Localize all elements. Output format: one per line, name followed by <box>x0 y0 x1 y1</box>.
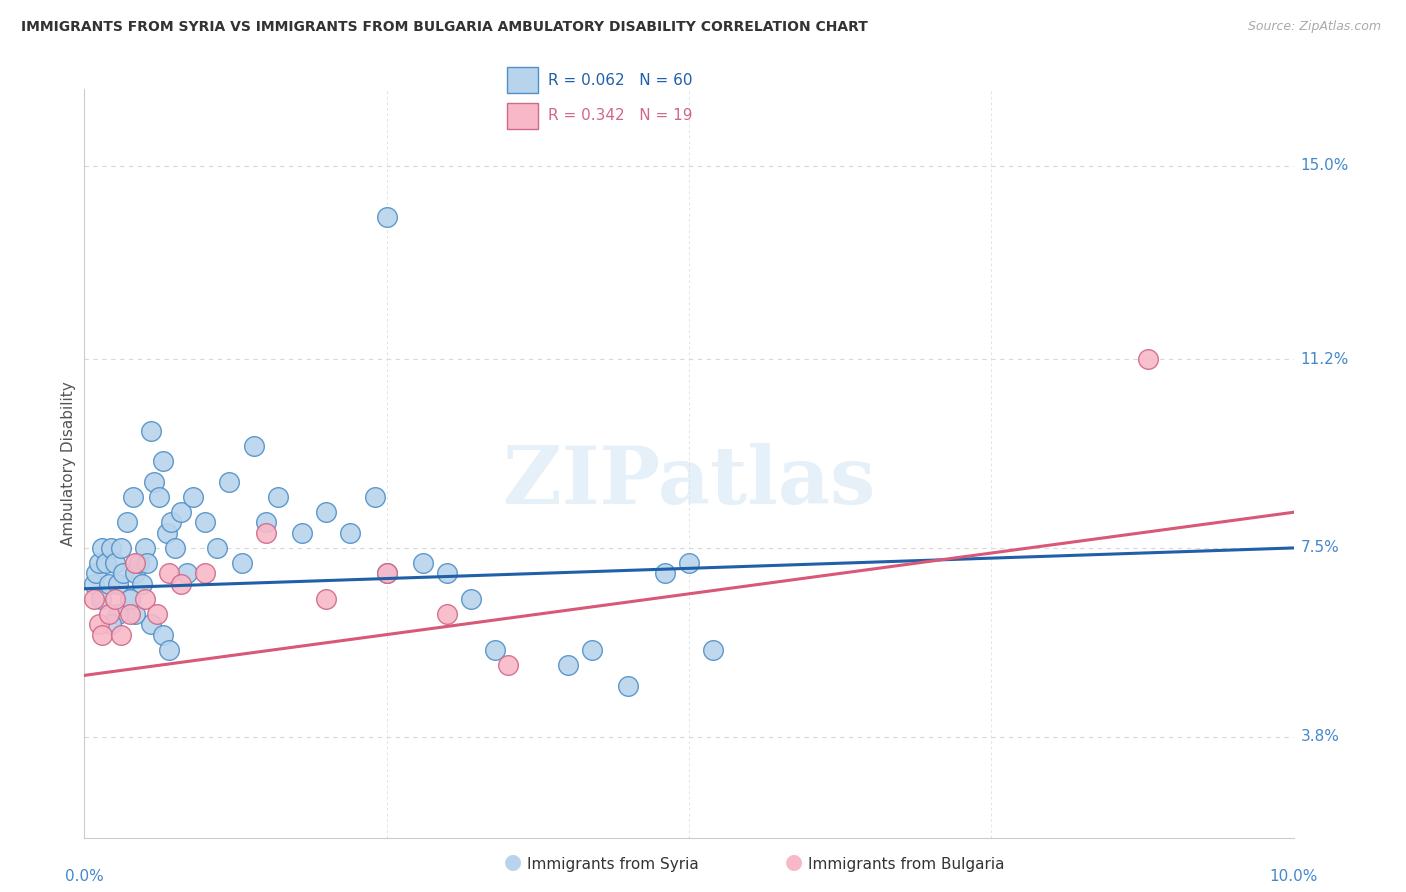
Point <box>110 541 132 555</box>
Point <box>91 541 114 555</box>
Point <box>1137 352 1160 367</box>
Point <box>87 617 110 632</box>
Point <box>146 607 169 622</box>
Point <box>339 525 361 540</box>
Point <box>375 210 398 224</box>
Point <box>100 541 122 555</box>
Point <box>363 490 385 504</box>
Point <box>128 556 150 570</box>
Point <box>702 643 724 657</box>
Point <box>120 591 142 606</box>
Point <box>581 643 603 657</box>
Point <box>267 490 290 504</box>
Point <box>124 607 146 622</box>
Y-axis label: Ambulatory Disability: Ambulatory Disability <box>60 382 76 546</box>
Point <box>617 679 640 693</box>
Point <box>170 505 193 519</box>
Text: Source: ZipAtlas.com: Source: ZipAtlas.com <box>1247 20 1381 33</box>
Point <box>90 591 112 606</box>
Point <box>83 591 105 606</box>
Point <box>87 556 110 570</box>
Point <box>152 454 174 468</box>
Point <box>121 490 143 504</box>
Point <box>678 556 700 570</box>
Point <box>152 627 174 641</box>
Point <box>231 556 253 570</box>
Point <box>436 607 458 622</box>
Point <box>86 566 108 581</box>
Point <box>460 591 482 606</box>
Point <box>155 525 177 540</box>
Point <box>242 439 264 453</box>
Text: ●: ● <box>505 853 522 872</box>
Text: 3.8%: 3.8% <box>1301 729 1340 744</box>
Point <box>139 617 162 632</box>
Text: Immigrants from Syria: Immigrants from Syria <box>527 857 699 872</box>
Text: ZIPatlas: ZIPatlas <box>503 442 875 521</box>
Point <box>412 556 434 570</box>
Point <box>436 566 458 581</box>
Point <box>139 424 162 438</box>
Point <box>115 516 138 530</box>
Text: 0.0%: 0.0% <box>65 869 104 884</box>
Text: 7.5%: 7.5% <box>1301 541 1339 556</box>
Point <box>157 566 180 581</box>
Point <box>107 607 129 622</box>
Point <box>94 556 117 570</box>
Point <box>315 591 337 606</box>
Point <box>83 576 105 591</box>
Point <box>110 627 132 641</box>
Point <box>107 576 129 591</box>
Point <box>165 541 187 555</box>
Point <box>136 556 159 570</box>
Point <box>654 566 676 581</box>
Point <box>254 516 277 530</box>
FancyBboxPatch shape <box>508 103 537 129</box>
Point <box>97 607 120 622</box>
Text: Immigrants from Bulgaria: Immigrants from Bulgaria <box>808 857 1005 872</box>
Point <box>134 541 156 555</box>
Point <box>143 475 166 489</box>
Text: ●: ● <box>786 853 803 872</box>
Point <box>194 566 217 581</box>
Point <box>157 643 180 657</box>
Point <box>170 576 193 591</box>
Point <box>557 658 579 673</box>
Point <box>291 525 314 540</box>
Text: R = 0.062   N = 60: R = 0.062 N = 60 <box>548 72 693 87</box>
Point <box>160 516 183 530</box>
Point <box>194 516 217 530</box>
Text: R = 0.342   N = 19: R = 0.342 N = 19 <box>548 108 693 123</box>
Point <box>124 556 146 570</box>
Point <box>375 566 398 581</box>
Point <box>120 607 142 622</box>
Point <box>134 591 156 606</box>
Point <box>97 576 120 591</box>
Point <box>315 505 337 519</box>
Point <box>100 617 122 632</box>
Text: 10.0%: 10.0% <box>1270 869 1317 884</box>
Text: 11.2%: 11.2% <box>1301 351 1348 367</box>
Point <box>181 490 204 504</box>
Point <box>131 576 153 591</box>
Point <box>91 627 114 641</box>
Point <box>124 566 146 581</box>
Point <box>207 541 229 555</box>
Point <box>484 643 506 657</box>
Text: 15.0%: 15.0% <box>1301 158 1348 173</box>
FancyBboxPatch shape <box>508 67 537 94</box>
Point <box>375 566 398 581</box>
Point <box>104 591 127 606</box>
Point <box>218 475 240 489</box>
Text: IMMIGRANTS FROM SYRIA VS IMMIGRANTS FROM BULGARIA AMBULATORY DISABILITY CORRELAT: IMMIGRANTS FROM SYRIA VS IMMIGRANTS FROM… <box>21 20 868 34</box>
Point <box>496 658 519 673</box>
Point <box>148 490 170 504</box>
Point <box>112 566 135 581</box>
Point <box>104 556 127 570</box>
Point <box>176 566 198 581</box>
Point <box>254 525 277 540</box>
Point <box>120 591 142 606</box>
